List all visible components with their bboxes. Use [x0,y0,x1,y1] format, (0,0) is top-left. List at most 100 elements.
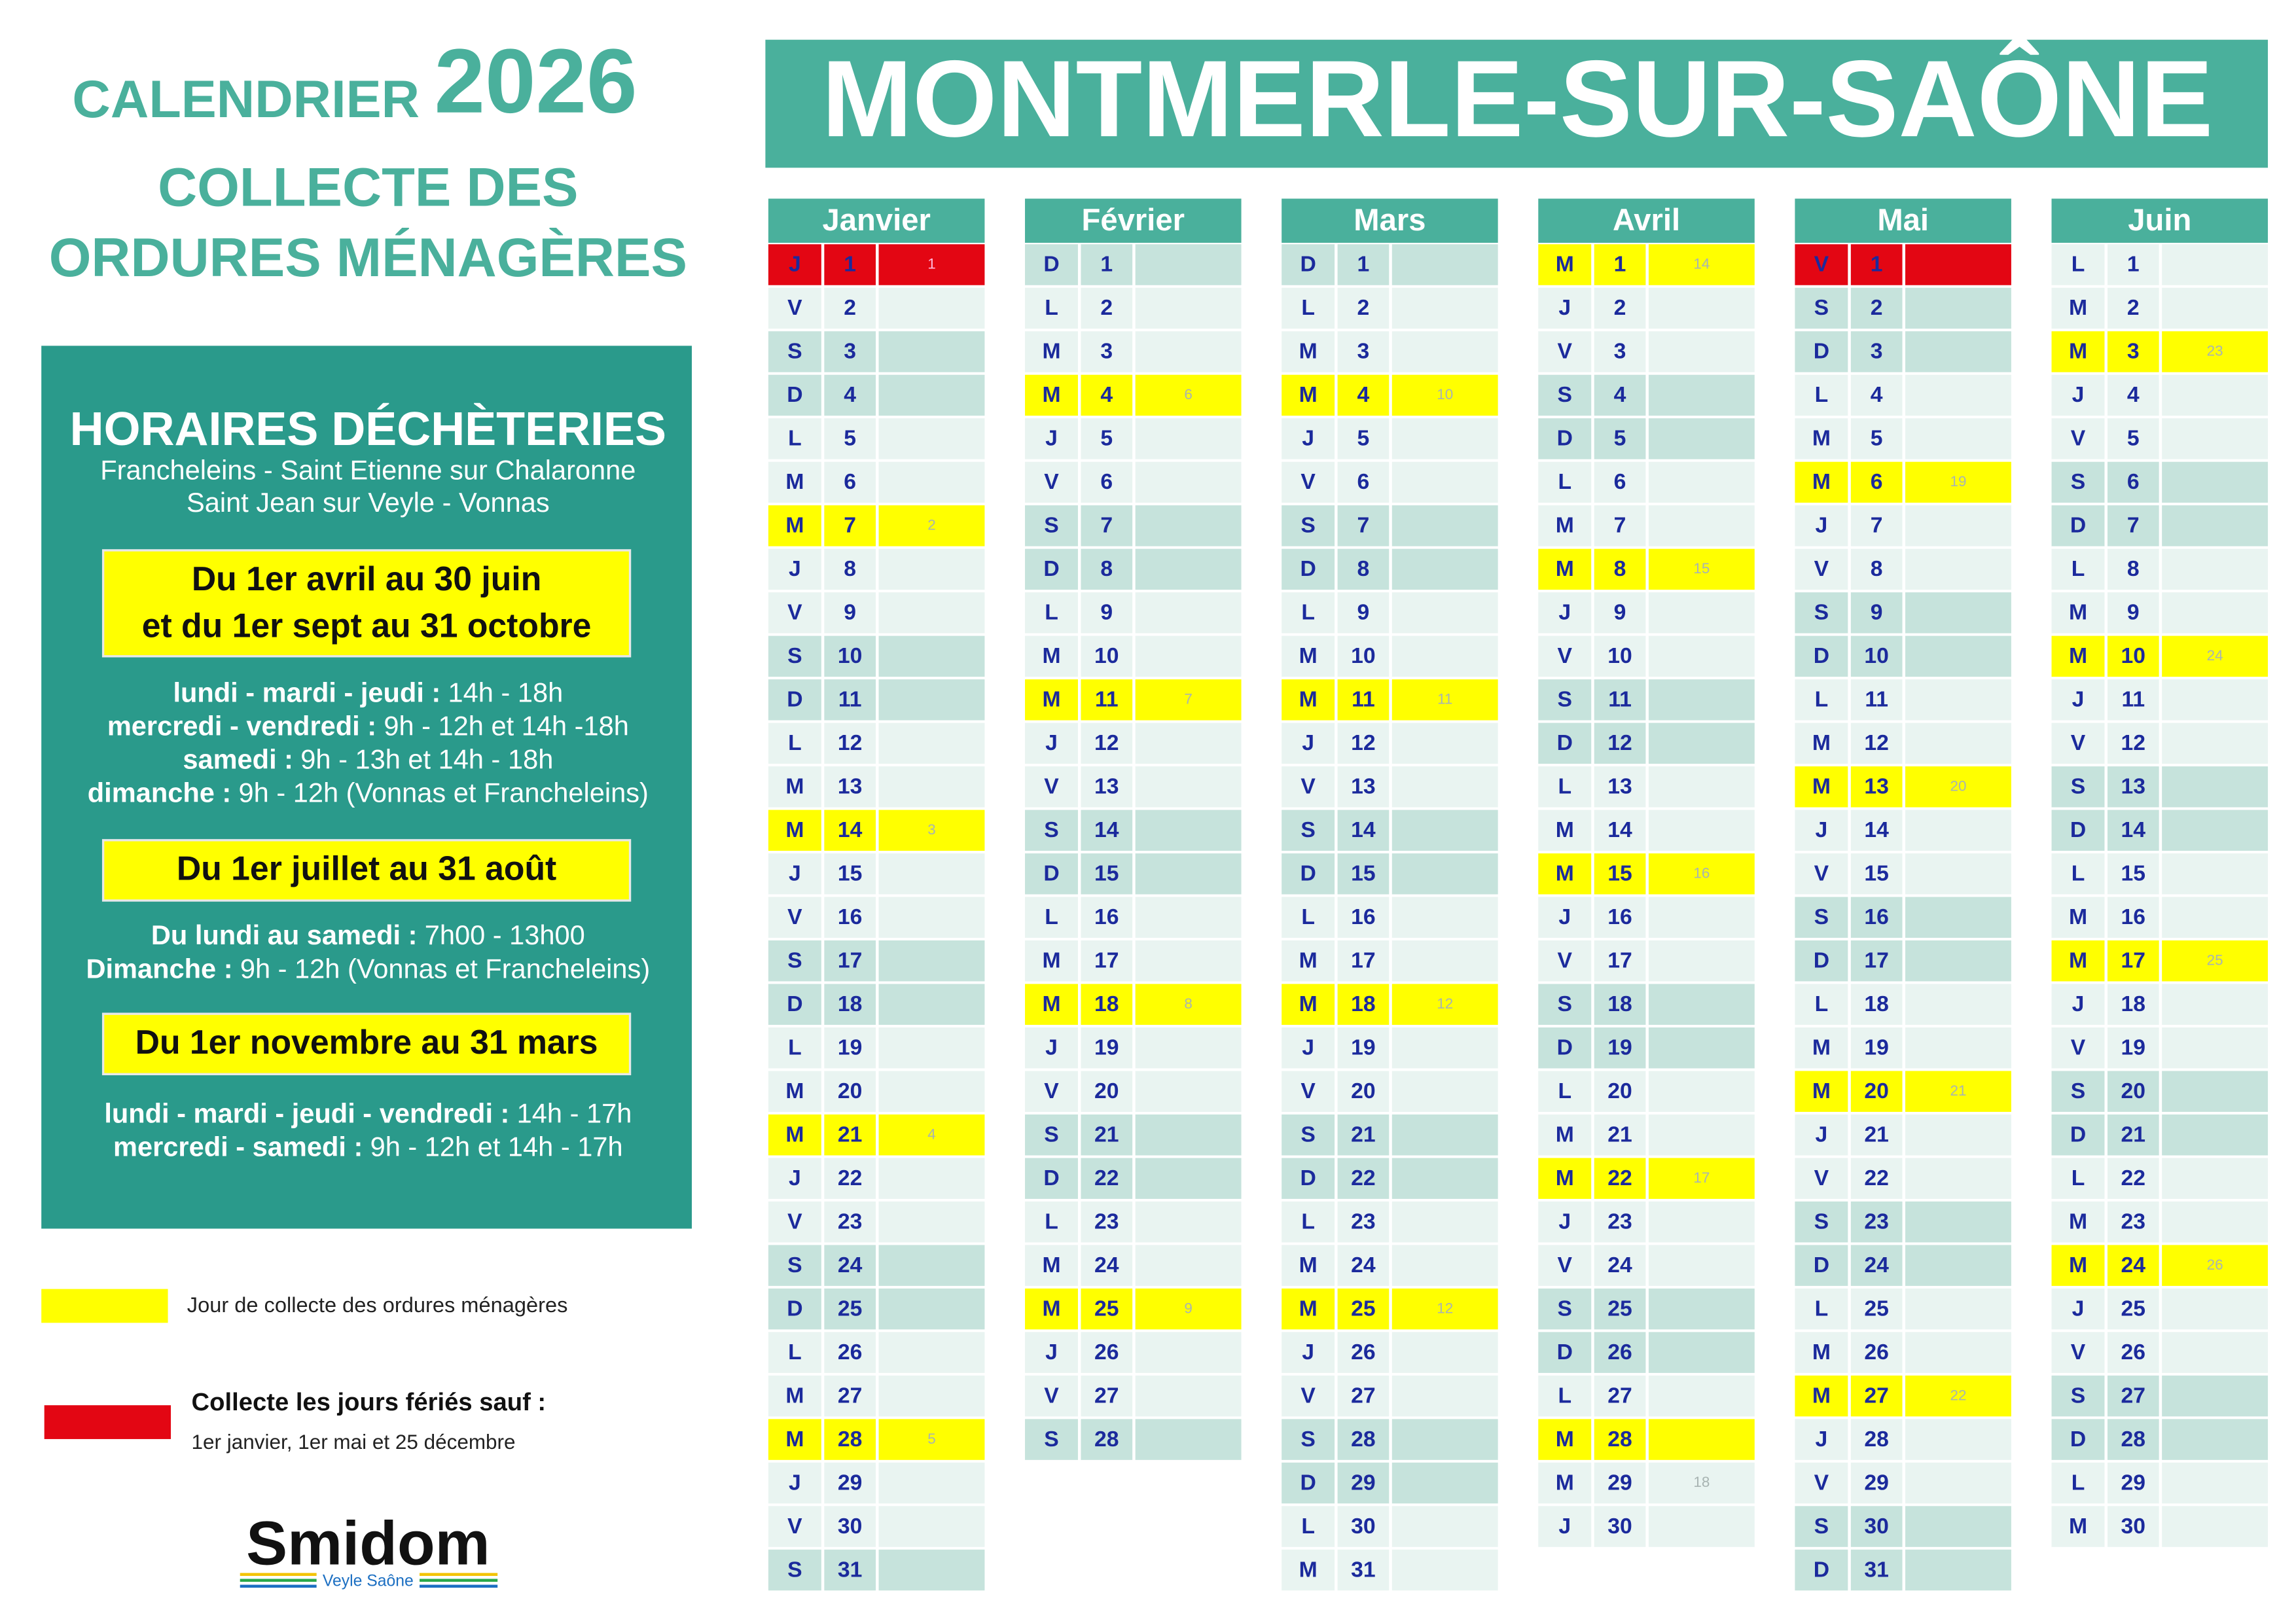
day-number: 17 [838,948,863,973]
day-row: D 29 [1282,1462,1498,1504]
day-number: 12 [1094,730,1119,755]
week-cell [1648,331,1755,372]
weekday: J [789,556,801,581]
day-number: 2 [1100,295,1113,320]
weekday-cell [2051,984,2105,1025]
day-cell [824,1158,876,1199]
weekday-cell [1025,244,1078,285]
day-row: D 21 [2051,1114,2269,1156]
hours-time: 9h - 12h (Vonnas et Francheleins) [239,777,649,808]
weekday-cell [1538,287,1592,329]
day-cell [1081,331,1133,372]
week-cell [1391,679,1498,721]
week-cell [1135,1027,1242,1069]
weekday: S [1300,513,1316,538]
day-row: J 19 [1025,1027,1242,1069]
day-number: 15 [838,861,863,886]
week-cell [878,1071,985,1112]
day-row: M 10 [1025,635,1242,677]
weekday: S [787,643,802,668]
week-cell [1391,592,1498,633]
weekday: V [1044,774,1059,799]
day-number: 30 [838,1514,863,1539]
day-number: 27 [1864,1383,1889,1408]
weekday: D [787,687,802,712]
week-cell [1391,810,1498,851]
week-cell [878,1375,985,1417]
day-cell [1850,592,1903,633]
day-row: J 12 [1025,722,1242,764]
hours-days: Du lundi au samedi : [151,919,418,950]
weekday-cell [1282,244,1335,285]
day-row: M 18 12 [1282,984,1498,1025]
day-number: 6 [1614,469,1626,494]
weekday-cell [1538,766,1592,808]
day-cell [1081,287,1133,329]
weekday-cell [1282,984,1335,1025]
week-cell [2162,1201,2269,1243]
week-cell [1905,331,2011,372]
day-cell [824,1201,876,1243]
day-cell [1850,766,1903,808]
day-row: S 21 [1282,1114,1498,1156]
weekday-cell [768,1462,821,1504]
town-banner [765,39,2269,168]
day-number: 26 [1607,1340,1632,1364]
day-row: L 26 [768,1332,985,1373]
weekday: J [1558,1514,1571,1539]
day-number: 1 [1614,252,1626,277]
day-cell [1594,1201,1646,1243]
weekday-cell [1538,1114,1592,1156]
day-cell [1337,287,1390,329]
day-cell [1594,418,1646,459]
weekday: J [1045,730,1058,755]
day-number: 21 [1864,1122,1889,1147]
day-number: 21 [838,1122,863,1147]
week-cell [1391,766,1498,808]
weekday: M [2069,1253,2087,1277]
weekday: D [1814,339,1829,364]
day-number: 16 [2121,904,2146,929]
hours-time: 9h - 13h et 14h - 18h [300,743,553,774]
week-cell [2162,1288,2269,1330]
week-cell [1135,244,1242,285]
weekday: J [1558,904,1571,929]
week-cell [2162,244,2269,285]
weekday-cell [1538,1245,1592,1286]
day-number: 20 [1607,1079,1632,1103]
day-cell [1081,984,1133,1025]
weekday: S [1814,600,1829,625]
week-number: 3 [927,821,935,838]
day-cell [1081,897,1133,938]
day-number: 26 [1351,1340,1376,1364]
hours-time: 7h00 - 13h00 [425,919,585,950]
weekday: V [1814,861,1829,886]
day-cell [2107,1114,2159,1156]
week-cell [1391,984,1498,1025]
day-cell [2107,331,2159,372]
week-cell [878,505,985,546]
week-cell [1135,722,1242,764]
week-cell [878,592,985,633]
weekday: D [1043,1166,1059,1190]
weekday: L [2072,1470,2085,1495]
weekday-cell [2051,940,2105,982]
day-cell [2107,679,2159,721]
weekday-cell [768,505,821,546]
weekday-cell [768,1332,821,1373]
day-row: S 11 [1538,679,1755,721]
weekday: M [2069,948,2087,973]
period-title: Du 1er novembre au 31 mars [135,1023,598,1061]
weekday: M [1556,1427,1574,1452]
weekday-cell [1795,766,1848,808]
day-number: 18 [838,991,863,1016]
day-number: 21 [1607,1122,1632,1147]
weekday-cell [1025,810,1078,851]
weekday-cell [1282,1419,1335,1460]
week-number: 11 [1437,691,1452,707]
day-number: 9 [1871,600,1883,625]
day-number: 26 [1864,1340,1889,1364]
weekday: V [787,600,802,625]
